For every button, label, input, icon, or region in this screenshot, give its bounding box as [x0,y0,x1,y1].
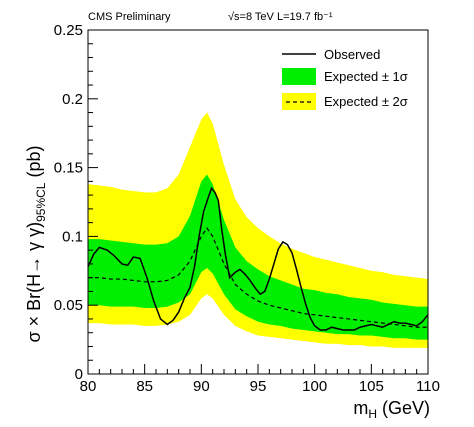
x-tick-label: 110 [416,378,440,395]
x-axis-title: mH (GeV) [353,398,430,421]
y-tick-label: 0.1 [62,228,83,245]
expected-median-line [88,227,428,328]
x-tick-label: 85 [136,378,153,395]
legend-observed-label: Observed [324,47,380,62]
legend-1sigma-swatch [282,68,316,85]
y-tick-label: 0.15 [54,160,83,177]
y-tick-label: 0 [75,366,83,383]
x-tick-label: 80 [80,378,97,395]
x-axis-ticks [87,364,429,374]
x-axis-tick-labels: 80 85 90 95 100 105 110 [80,378,440,395]
y-axis-title: σ × Br(H→ γ γ)95%CL (pb) [24,146,48,343]
legend-1sigma-label: Expected ± 1σ [324,69,408,84]
y-axis-tick-labels: 0 0.05 0.1 0.15 0.2 0.25 [54,22,83,383]
y-tick-label: 0.05 [54,297,83,314]
legend-2sigma-swatch [282,93,316,110]
y-tick-label: 0.2 [62,91,83,108]
header-luminosity: √s=8 TeV L=19.7 fb⁻¹ [228,11,333,23]
x-tick-label: 95 [250,378,267,395]
legend-2sigma-label: Expected ± 2σ [324,94,408,109]
x-tick-label: 90 [193,378,210,395]
observed-line [87,186,429,331]
x-tick-label: 100 [302,378,327,395]
y-axis-ticks [88,29,98,375]
x-tick-label: 105 [359,378,384,395]
y-tick-label: 0.25 [54,22,83,39]
legend: Observed Expected ± 1σ Expected ± 2σ [282,47,408,110]
header-cms-preliminary: CMS Preliminary [88,11,171,23]
plot-area [87,112,429,348]
expected-1sigma-band [88,174,428,340]
